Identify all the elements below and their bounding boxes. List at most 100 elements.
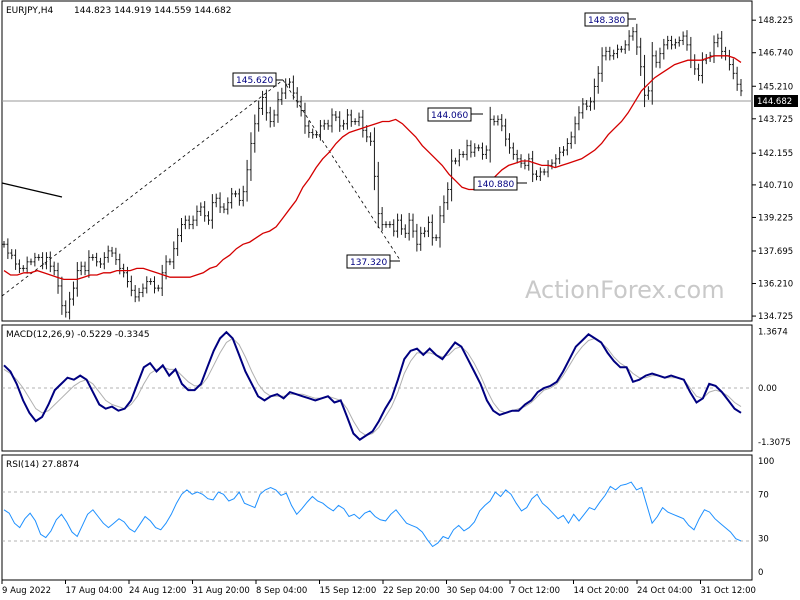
price-y-axis: 148.225 146.740 145.210 143.725 142.155 140.7… [752,16,793,322]
macd-y-tick-label: 0.00 [758,384,777,394]
price-bar [64,300,68,318]
price-bar [237,188,241,206]
price-bar [453,157,457,165]
price-bar [152,276,156,294]
price-bar [438,205,442,248]
price-bar [662,38,666,60]
price-bar [542,168,546,176]
price-bar [199,202,203,217]
price-bar [654,50,658,68]
price-bar [380,207,384,232]
price-bar [210,194,214,229]
price-bar [272,109,276,127]
dashed-trend-line-up [1,79,284,297]
price-bar [581,98,585,119]
price-bar [635,23,639,55]
price-bar [160,264,164,297]
price-bar [426,216,430,238]
swing-label-144060: 144.060 [427,107,483,122]
price-y-tick-label: 140.710 [758,181,793,191]
price-bar [129,275,133,297]
old-trend-line [1,182,63,198]
macd-title: MACD(12,26,9) -0.5229 -0.3345 [6,330,150,340]
price-bar [504,118,508,147]
x-tick-label: 14 Oct 20:00 [574,586,629,596]
price-bar [10,249,14,260]
price-bar [369,132,373,146]
price-bar [631,27,635,41]
price-bar [616,44,620,59]
price-bar [234,190,238,198]
rsi-pane-frame [1,454,753,581]
price-y-tick-label: 137.695 [758,247,793,257]
price-bar [141,283,145,298]
price-bar [658,47,662,69]
price-bar [322,119,326,130]
price-bar [565,138,569,156]
price-bar [334,111,338,122]
x-tick-label: 31 Aug 20:00 [193,586,250,596]
price-bar [203,201,207,222]
last-price-value: 144.682 [757,97,792,107]
moving-average-line [3,55,742,281]
price-bar [318,120,322,141]
price-bar [434,234,438,241]
price-bar [484,145,488,160]
price-y-tick-label: 136.210 [758,280,793,290]
swing-label-148380: 148.380 [584,12,636,27]
price-bar [79,261,83,276]
price-bar [731,58,735,80]
price-bar [241,185,245,207]
price-bar [685,30,689,51]
price-bar [577,106,581,131]
price-bar [531,150,535,183]
price-bar [307,120,311,138]
price-bar [646,86,650,100]
price-bar [145,276,149,294]
price-bar [87,250,91,278]
price-bar [149,278,153,285]
price-bar [457,149,461,167]
price-bar [218,192,222,213]
rsi-line [3,481,742,548]
macd-pane: MACD(12,26,9) -0.5229 -0.3345 1.3674 0.00… [1,324,791,452]
price-bar [430,214,434,246]
price-bar [338,111,342,132]
swing-label-144060-text: 144.060 [431,111,468,121]
x-tick-label: 9 Aug 2022 [2,586,51,596]
price-bar [681,31,685,46]
price-bars [2,23,743,320]
price-bar [330,108,334,133]
price-bar [179,217,183,243]
price-bar [639,37,643,76]
price-bar [133,285,137,303]
price-bar [345,109,349,130]
price-bar [357,112,361,127]
price-bar [612,49,616,60]
price-y-tick-label: 148.225 [758,16,793,26]
price-bar [261,90,265,115]
swing-label-148380-text: 148.380 [588,16,625,26]
price-bar [361,109,365,138]
x-tick-label: 24 Oct 04:00 [637,586,692,596]
price-bar [720,31,724,59]
price-bar [538,167,542,181]
price-bar [137,287,141,302]
price-bar [71,281,75,306]
price-bar [268,106,272,128]
x-tick-label: 8 Sep 04:00 [256,586,307,596]
x-tick-label: 30 Sep 04:00 [447,586,504,596]
price-bar [666,35,670,50]
price-bar [264,89,268,121]
x-tick-label: 24 Aug 12:00 [129,586,186,596]
swing-label-145620-text: 145.620 [236,76,273,86]
swing-label-140880-text: 140.880 [477,180,514,190]
price-bar [496,115,500,126]
price-bar [589,97,593,111]
price-bar [569,131,573,149]
price-bar [195,205,199,227]
price-bar [288,78,292,89]
x-tick-label: 7 Oct 12:00 [510,586,560,596]
